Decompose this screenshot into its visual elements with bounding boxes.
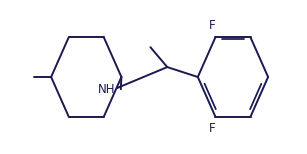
Text: NH: NH [98, 83, 115, 96]
Text: F: F [209, 122, 216, 135]
Text: F: F [209, 19, 216, 32]
